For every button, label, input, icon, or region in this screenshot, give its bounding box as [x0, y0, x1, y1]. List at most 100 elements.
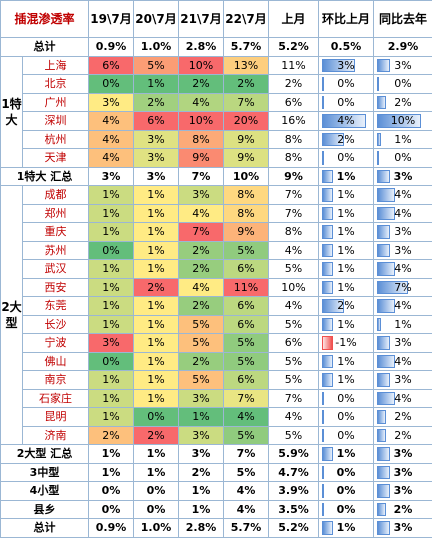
data-bar	[377, 280, 408, 294]
value-cell: -1%	[318, 333, 375, 353]
cell-text: 1%	[336, 447, 356, 461]
data-bar	[322, 77, 325, 91]
data-bar	[322, 243, 334, 257]
value-cell: 2%	[88, 425, 135, 445]
value-cell: 0%	[88, 499, 135, 519]
value-cell: 1%	[88, 444, 135, 464]
value-cell: 5%	[223, 240, 270, 260]
value-cell: 1%	[88, 314, 135, 334]
value-cell: 3%	[373, 55, 432, 75]
value-cell: 1%	[133, 370, 180, 390]
cell-text: 7%	[284, 391, 303, 405]
row-label: 县乡	[0, 499, 90, 519]
cell-text: 13%	[233, 58, 259, 72]
value-cell: 4%	[223, 407, 270, 427]
cell-text: 2.8%	[185, 521, 217, 535]
cell-text: 1%	[191, 502, 211, 516]
cell-text: 4%	[192, 206, 210, 220]
cell-text: 1%	[102, 299, 120, 313]
data-bar	[377, 521, 391, 535]
value-cell: 3%	[373, 166, 432, 186]
table-body: 总计 0.9% 1.0% 2.8% 5.7% 5.2% 0.5% 2.9% 1特大 上海 6% 5% 1…	[0, 37, 432, 538]
row-label: 4小型	[0, 481, 90, 501]
city-row: 宁波 3% 1% 5% 5% 6% -1% 3%	[1, 333, 432, 353]
cell-text: 1%	[191, 484, 211, 498]
cell-text: 5%	[284, 262, 303, 276]
city-row: 天津 4% 3% 9% 9% 8% 0% 0%	[1, 148, 432, 168]
value-cell: 1%	[318, 518, 375, 538]
value-cell: 5%	[223, 333, 270, 353]
header-cell: 21\7月	[178, 0, 225, 38]
header-cell: 上月	[268, 0, 320, 38]
cell-text: 2%	[192, 77, 210, 91]
value-cell: 3.9%	[268, 481, 320, 501]
cell-text: 3%	[394, 336, 412, 350]
cell-text: 1%	[337, 373, 355, 387]
value-cell: 4%	[223, 481, 270, 501]
value-cell: 5%	[268, 351, 320, 371]
value-cell: 6%	[223, 259, 270, 279]
value-cell: 7%	[223, 92, 270, 112]
cell-text: 0%	[337, 410, 355, 424]
cell-text: 3%	[394, 243, 412, 257]
value-cell: 1%	[88, 462, 135, 482]
cell-text: 0%	[101, 502, 121, 516]
value-cell: 11%	[268, 55, 320, 75]
cell-text: 4%	[394, 188, 412, 202]
cell-text: 1%	[147, 225, 165, 239]
value-cell: 2%	[223, 74, 270, 94]
value-cell: 10%	[268, 277, 320, 297]
data-bar	[377, 502, 386, 516]
cell-text: 0%	[336, 502, 356, 516]
value-cell: 2.8%	[178, 37, 225, 57]
cell-text: 0%	[336, 465, 356, 479]
city-label: 广州	[21, 92, 90, 112]
cell-text: 1%	[336, 169, 356, 183]
value-cell: 1%	[178, 407, 225, 427]
value-cell: 1%	[133, 259, 180, 279]
value-cell: 3%	[133, 166, 180, 186]
cell-text: 7%	[237, 95, 255, 109]
cell-text: 3%	[192, 428, 210, 442]
value-cell: 0%	[318, 148, 375, 168]
cell-text: 2.8%	[185, 40, 217, 54]
data-bar	[377, 373, 391, 387]
data-bar	[377, 354, 395, 368]
value-cell: 1%	[318, 370, 375, 390]
cell-text: 4%	[236, 502, 256, 516]
value-cell: 1%	[318, 314, 375, 334]
value-cell: 1%	[133, 444, 180, 464]
value-cell: 3%	[373, 462, 432, 482]
value-cell: 1%	[88, 370, 135, 390]
value-cell: 9%	[178, 148, 225, 168]
value-cell: 1%	[88, 203, 135, 223]
cell-text: 7%	[394, 280, 412, 294]
value-cell: 4%	[373, 203, 432, 223]
city-label: 佛山	[21, 351, 90, 371]
value-cell: 8%	[178, 129, 225, 149]
cell-text: 4%	[102, 151, 120, 165]
data-bar	[377, 317, 382, 331]
cell-text: 4%	[237, 410, 255, 424]
value-cell: 3%	[373, 240, 432, 260]
value-cell: 1%	[373, 314, 432, 334]
value-cell: 10%	[373, 111, 432, 131]
city-label: 长沙	[21, 314, 90, 334]
value-cell: 4%	[88, 111, 135, 131]
cell-text: 6%	[237, 373, 255, 387]
value-cell: 7%	[178, 166, 225, 186]
value-cell: 8%	[223, 203, 270, 223]
city-row: 昆明 1% 0% 1% 4% 4% 0% 2%	[1, 407, 432, 427]
value-cell: 2%	[133, 277, 180, 297]
data-bar	[377, 484, 391, 498]
city-row: 东莞 1% 1% 2% 6% 4% 2% 4%	[1, 296, 432, 316]
header-cell: 同比去年	[373, 0, 432, 38]
cell-text: 7%	[237, 391, 255, 405]
cell-text: 0%	[146, 484, 166, 498]
cell-text: 1%	[147, 336, 165, 350]
cell-text: 1%	[337, 354, 355, 368]
cell-text: 2%	[394, 410, 412, 424]
value-cell: 7%	[223, 388, 270, 408]
value-cell: 5%	[223, 351, 270, 371]
data-bar	[377, 262, 395, 276]
